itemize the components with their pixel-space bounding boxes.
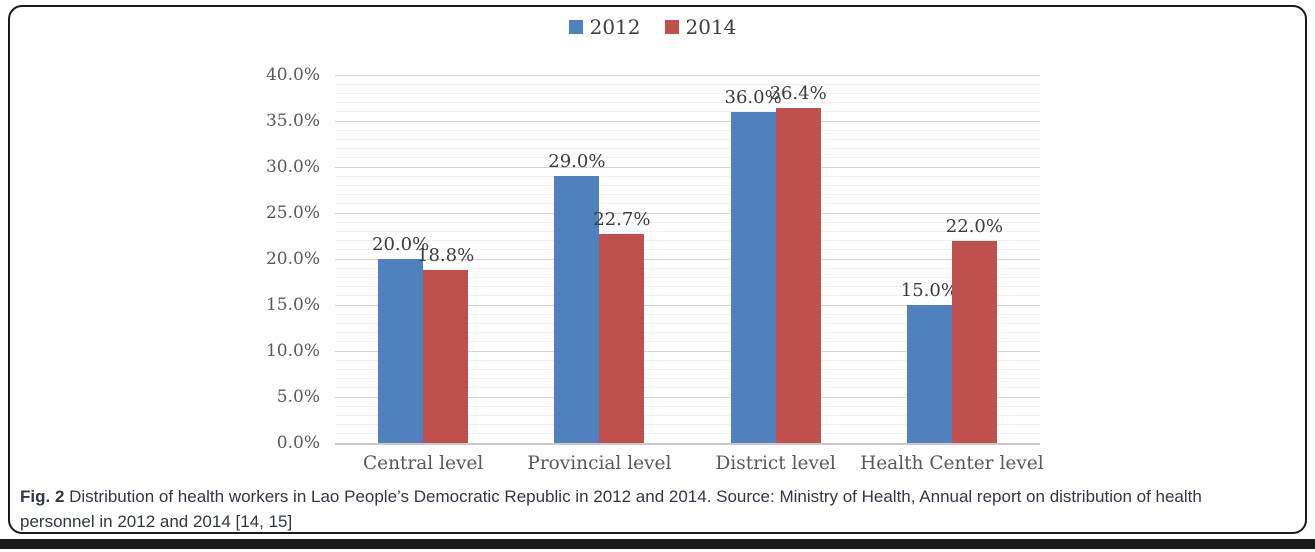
figure-caption: Fig. 2 Distribution of health workers in… [20,484,1265,534]
gridline-minor [335,249,1040,251]
legend-swatch [664,20,679,34]
gridline-minor [335,203,1040,205]
gridline-minor [335,332,1040,334]
gridline-minor [335,83,1040,85]
y-axis-tick-label: 35.0% [265,111,320,131]
gridline-minor [335,322,1040,324]
gridline-major [335,350,1040,352]
gridline-minor [335,240,1040,242]
bar-value-label: 22.0% [945,215,1003,237]
gridline-minor [335,138,1040,140]
caption-text: Distribution of health workers in Lao Pe… [20,487,1202,531]
gridline-minor [335,433,1040,435]
gridline-minor [335,184,1040,186]
legend-label: 2014 [685,15,737,39]
bar-value-label: 36.0% [724,86,782,108]
gridline-minor [335,414,1040,416]
chart-legend: 2012 2014 [300,16,1005,38]
gridline-major [335,258,1040,260]
gridline-minor [335,157,1040,159]
bar-2012 [378,259,424,443]
gridline-major [335,396,1040,398]
figure-border [8,5,1307,534]
gridline-minor [335,148,1040,150]
gridline-major [335,304,1040,306]
gridline-minor [335,129,1040,131]
gridline-major [335,74,1040,76]
legend-item-2014: 2014 [664,15,737,39]
gridline-minor [335,111,1040,113]
gridline-minor [335,359,1040,361]
caption-label: Fig. 2 [20,487,65,506]
legend-item-2012: 2012 [568,15,641,39]
bar-value-label: 18.8% [417,245,475,267]
gridline-minor [335,368,1040,370]
bar-2014 [423,270,469,443]
gridline-minor [335,102,1040,104]
gridline-minor [335,341,1040,343]
y-axis-tick-label: 10.0% [265,341,320,361]
gridline-minor [335,295,1040,297]
bar-value-label: 15.0% [900,280,958,301]
y-axis-tick-label: 0.0% [276,433,320,453]
x-axis-category-label: Central level [362,453,484,474]
page-divider-bar [0,539,1315,549]
gridline-major [335,120,1040,122]
gridline-minor [335,276,1040,278]
bar-value-label: 29.0% [548,151,606,173]
x-axis-line [335,443,1040,445]
x-axis-category-label: Provincial level [527,453,672,474]
gridline-minor [335,230,1040,232]
gridline-minor [335,405,1040,407]
gridline-major [335,212,1040,214]
gridline-minor [335,267,1040,269]
y-axis-tick-label: 15.0% [265,295,320,315]
gridline-minor [335,221,1040,223]
bar-2014 [599,234,645,443]
bar-2014 [775,108,821,443]
gridline-minor [335,424,1040,426]
bar-2012 [730,111,776,443]
bar-2014 [951,240,997,443]
gridline-minor [335,378,1040,380]
gridline-minor [335,286,1040,288]
y-axis-tick-label: 5.0% [276,387,320,407]
gridline-minor [335,175,1040,177]
gridline-major [335,166,1040,168]
bar-2012 [906,305,952,443]
legend-swatch [568,20,583,34]
bar-value-label: 20.0% [372,234,430,255]
x-axis-category-label: Health Center level [860,453,1044,474]
gridline-minor [335,313,1040,315]
gridline-minor [335,194,1040,196]
gridline-minor [335,387,1040,389]
bar-value-label: 22.7% [593,209,651,231]
y-axis-tick-label: 25.0% [265,203,320,223]
legend-label: 2012 [589,15,641,39]
bar-2012 [554,176,600,443]
y-axis-tick-label: 40.0% [265,65,320,85]
y-axis-tick-label: 20.0% [265,249,320,269]
bar-value-label: 36.4% [769,83,827,105]
x-axis-category-label: District level [715,453,836,474]
gridline-minor [335,92,1040,94]
y-axis-tick-label: 30.0% [265,157,320,177]
